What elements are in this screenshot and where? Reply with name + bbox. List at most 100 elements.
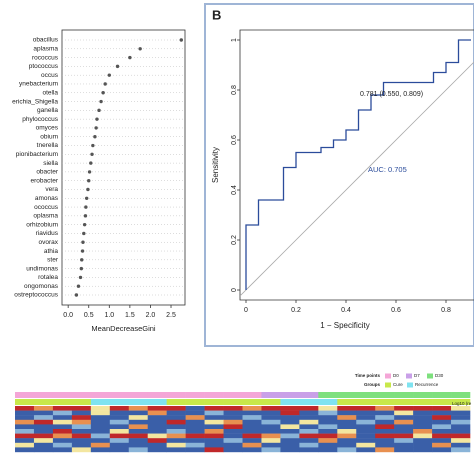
heat-cell [33, 406, 54, 411]
heat-cell [109, 429, 130, 434]
heat-cell [413, 415, 433, 420]
heat-cell [451, 415, 471, 420]
time-annotation [451, 392, 471, 398]
heat-cell [33, 429, 54, 434]
heat-cell [147, 429, 167, 434]
heat-cell [204, 433, 224, 439]
heat-cell [109, 415, 130, 420]
heat-cell [337, 419, 357, 425]
time-annotation [128, 392, 149, 398]
group-annotation [166, 399, 186, 405]
heat-cell [356, 424, 376, 430]
group-annotation [261, 399, 281, 405]
heat-cell [166, 406, 186, 411]
legend-title: Time points [355, 373, 381, 378]
group-annotation [432, 399, 452, 405]
heat-cell [375, 424, 395, 430]
heat-cell [147, 447, 167, 453]
dot [128, 55, 132, 60]
heat-cell [413, 406, 433, 411]
heat-cell [185, 415, 205, 420]
dot [86, 187, 90, 192]
heat-cell [223, 447, 243, 453]
heat-cell [166, 442, 186, 448]
heat-cell [109, 447, 130, 453]
group-annotation [375, 399, 395, 405]
dot [107, 73, 112, 77]
dot [101, 91, 105, 95]
heat-cell [33, 419, 54, 425]
category-label: phylococcus [22, 116, 59, 123]
y-tick-label: 0.6 [231, 135, 238, 145]
legend-swatch [406, 373, 412, 379]
group-annotation [52, 399, 73, 405]
x-tick-label: 2.0 [146, 312, 156, 319]
y-axis-label: Sensitivity [211, 147, 220, 183]
heat-cell [109, 419, 130, 425]
heat-cell [394, 419, 414, 425]
heat-cell [375, 410, 395, 416]
heat-cell [375, 429, 395, 434]
heat-cell [299, 406, 319, 411]
dot [79, 266, 84, 271]
heat-cell [318, 429, 338, 434]
heat-cell [166, 424, 186, 430]
group-annotation [451, 399, 471, 405]
heat-cell [204, 429, 224, 434]
heat-cell [71, 419, 92, 425]
time-annotation [394, 392, 414, 398]
dot [94, 126, 98, 130]
heat-cell [356, 433, 376, 439]
group-annotation [15, 399, 35, 405]
heat-cell [204, 410, 224, 416]
category-label: vera [45, 186, 58, 193]
heat-cell [90, 419, 111, 425]
heat-cell [337, 406, 357, 411]
heat-cell [413, 442, 433, 448]
heat-cell [15, 424, 35, 430]
heat-cell [90, 410, 111, 416]
heat-cell [299, 438, 319, 443]
heat-cell [147, 406, 167, 411]
heat-cell [261, 429, 281, 434]
heat-cell [52, 410, 73, 416]
heat-cell [337, 415, 357, 420]
group-annotation [318, 399, 338, 405]
y-tick-label: 0.8 [231, 85, 238, 95]
heat-cell [318, 410, 338, 416]
heat-cell [15, 415, 35, 420]
heat-cell [15, 410, 35, 416]
group-annotation [147, 399, 167, 405]
heat-cell [15, 442, 35, 448]
heat-cell [394, 447, 414, 453]
heat-cell [280, 442, 300, 448]
heat-cell [242, 415, 262, 420]
category-label: amonas [35, 195, 59, 202]
heat-cell [90, 433, 111, 439]
category-label: athia [44, 248, 58, 255]
heat-cell [128, 415, 149, 420]
heat-cell [432, 433, 452, 439]
heat-cell [33, 447, 54, 453]
dot [91, 143, 95, 148]
heat-cell [147, 442, 167, 448]
legend-swatch [407, 382, 413, 388]
heat-cell [109, 406, 130, 411]
heat-cell [52, 447, 73, 453]
heat-cell [52, 433, 73, 439]
group-annotation [223, 399, 243, 405]
heat-cell [223, 429, 243, 434]
heat-cell [261, 447, 281, 453]
heat-cell [394, 406, 414, 411]
heat-cell [71, 433, 92, 439]
heat-cell [166, 447, 186, 453]
dot [95, 117, 99, 121]
heat-cell [109, 433, 130, 439]
heat-cell [451, 419, 471, 425]
x-tick-label: 0.5 [84, 312, 94, 319]
heat-cell [394, 442, 414, 448]
group-annotation [71, 399, 92, 405]
heat-cell [223, 419, 243, 425]
panel-label: B [212, 7, 221, 22]
heat-cell [242, 424, 262, 430]
